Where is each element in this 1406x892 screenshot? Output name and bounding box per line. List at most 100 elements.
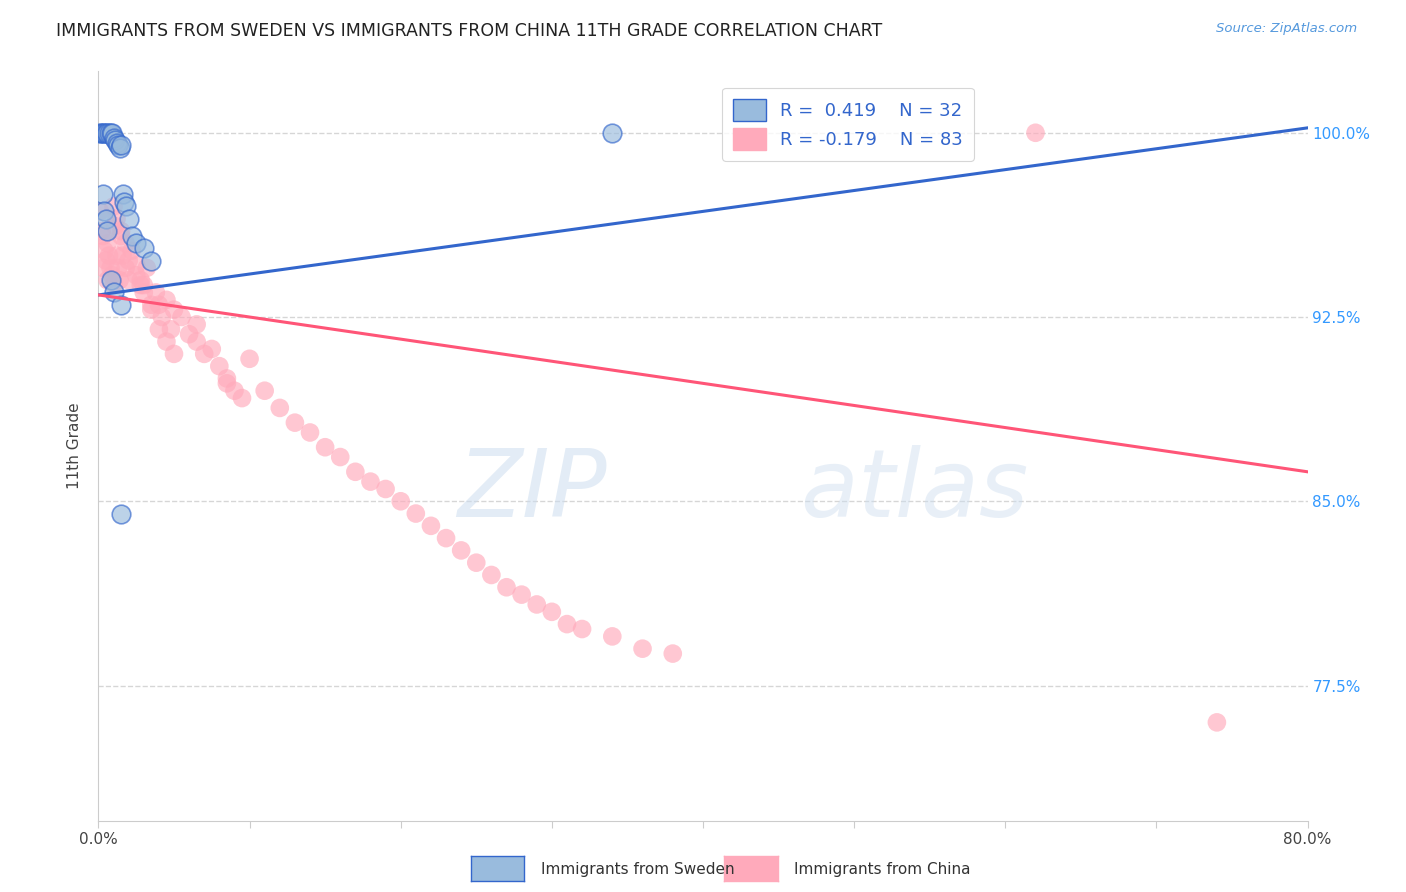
Point (121, 244, 143, 258)
Point (98, 249, 121, 263)
Point (104, 133, 127, 147)
Point (114, 199, 136, 213)
Point (269, 401, 291, 415)
Point (101, 268, 124, 283)
Point (101, 126, 124, 140)
Point (105, 249, 128, 263)
Point (208, 359, 231, 373)
Point (481, 568, 503, 582)
Point (141, 253, 163, 268)
Point (215, 376, 238, 391)
Point (93, 204, 115, 219)
Point (602, 629, 624, 643)
Point (495, 580, 517, 594)
Point (110, 224, 132, 238)
Point (114, 236, 136, 251)
Point (179, 327, 201, 342)
Point (540, 605, 562, 619)
Point (510, 588, 533, 602)
Point (118, 253, 141, 268)
Point (103, 285, 125, 300)
Text: Immigrants from Sweden: Immigrants from Sweden (541, 863, 735, 877)
Point (100, 273, 122, 287)
Point (90, 126, 112, 140)
Text: Source: ZipAtlas.com: Source: ZipAtlas.com (1216, 22, 1357, 36)
Point (661, 647, 683, 661)
Point (93, 244, 115, 258)
Point (555, 617, 578, 632)
Point (239, 351, 262, 366)
Point (118, 211, 141, 226)
Point (186, 318, 208, 332)
Point (155, 293, 177, 307)
Point (110, 229, 132, 244)
Point (141, 298, 163, 312)
Point (129, 273, 152, 287)
Text: Immigrants from China: Immigrants from China (794, 863, 972, 877)
Point (103, 199, 125, 213)
Point (450, 543, 472, 558)
Point (98, 126, 121, 140)
Point (91, 260, 114, 275)
Point (104, 219, 127, 234)
Point (526, 598, 548, 612)
Point (571, 622, 593, 636)
Point (94, 253, 117, 268)
Point (160, 322, 183, 336)
Point (141, 302, 163, 317)
Point (100, 126, 122, 140)
Point (1206, 715, 1229, 730)
Point (145, 285, 167, 300)
Point (110, 298, 132, 312)
Point (170, 310, 193, 324)
Point (132, 241, 155, 255)
Text: IMMIGRANTS FROM SWEDEN VS IMMIGRANTS FROM CHINA 11TH GRADE CORRELATION CHART: IMMIGRANTS FROM SWEDEN VS IMMIGRANTS FRO… (56, 22, 883, 40)
Point (163, 302, 186, 317)
Y-axis label: 11th Grade: 11th Grade (67, 402, 83, 490)
Point (215, 371, 238, 385)
Point (163, 347, 186, 361)
Point (299, 425, 322, 440)
Point (121, 229, 143, 244)
Point (96, 273, 118, 287)
Point (329, 450, 352, 464)
Point (465, 556, 488, 570)
Point (89, 204, 111, 219)
Point (150, 310, 173, 324)
Point (110, 138, 132, 153)
Point (389, 494, 412, 508)
Point (105, 211, 128, 226)
Point (125, 236, 148, 251)
Point (125, 259, 148, 273)
Point (118, 273, 141, 287)
Point (132, 285, 155, 300)
Point (132, 278, 155, 293)
Point (108, 273, 131, 287)
Point (91, 187, 114, 202)
Point (108, 140, 131, 154)
Point (148, 298, 170, 312)
Point (103, 130, 125, 145)
Point (91, 229, 114, 244)
Point (201, 342, 224, 356)
Point (93, 126, 115, 140)
Point (111, 187, 134, 202)
Point (193, 347, 215, 361)
Point (107, 138, 129, 153)
Point (186, 334, 208, 349)
Point (100, 260, 122, 275)
Point (129, 278, 152, 293)
Point (110, 507, 132, 521)
Point (231, 391, 253, 405)
Point (96, 236, 118, 251)
Point (94, 126, 117, 140)
Point (114, 260, 136, 275)
Point (284, 416, 307, 430)
Point (631, 641, 654, 656)
Point (420, 519, 443, 533)
Point (148, 322, 170, 336)
Point (314, 440, 336, 454)
Point (253, 384, 276, 398)
Point (434, 531, 457, 545)
Point (360, 475, 382, 489)
